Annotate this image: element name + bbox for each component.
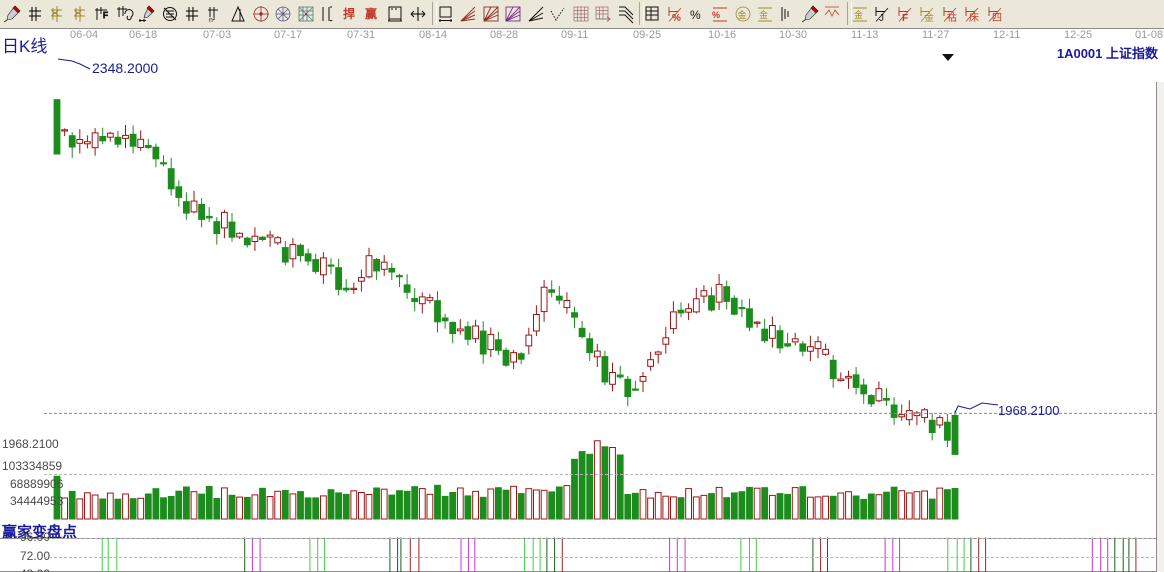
svg-text:%: %	[712, 10, 720, 20]
svg-text:金: 金	[854, 9, 863, 20]
svg-text:金: 金	[759, 9, 768, 20]
svg-text:%: %	[672, 13, 681, 24]
svg-text:J: J	[879, 13, 884, 24]
svg-text:F: F	[103, 11, 108, 20]
svg-text:金: 金	[738, 9, 747, 20]
svg-text:%: %	[690, 8, 701, 22]
svg-text:捍: 捍	[343, 6, 355, 21]
svg-text:四: 四	[992, 13, 1002, 24]
svg-text:n²: n²	[209, 17, 216, 24]
svg-text:赢: 赢	[365, 6, 377, 21]
